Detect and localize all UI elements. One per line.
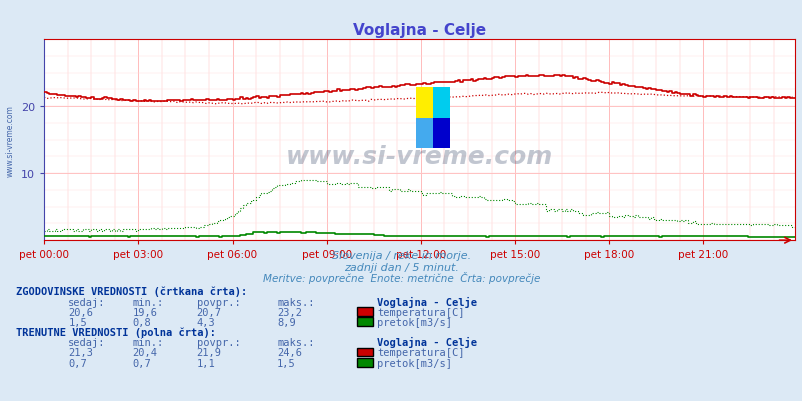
Text: ZGODOVINSKE VREDNOSTI (črtkana črta):: ZGODOVINSKE VREDNOSTI (črtkana črta): — [16, 286, 247, 297]
Text: www.si-vreme.com: www.si-vreme.com — [6, 105, 14, 176]
Text: min.:: min.: — [132, 337, 164, 347]
Text: min.:: min.: — [132, 297, 164, 307]
Text: 8,9: 8,9 — [277, 317, 295, 327]
Text: 0,7: 0,7 — [68, 358, 87, 368]
Text: Slovenija / reke in morje.: Slovenija / reke in morje. — [331, 251, 471, 261]
Text: 1,1: 1,1 — [196, 358, 215, 368]
Text: 23,2: 23,2 — [277, 307, 302, 317]
Text: temperatura[C]: temperatura[C] — [377, 347, 464, 357]
Text: 21,9: 21,9 — [196, 347, 221, 357]
Text: temperatura[C]: temperatura[C] — [377, 307, 464, 317]
Text: www.si-vreme.com: www.si-vreme.com — [286, 144, 553, 168]
Text: 20,6: 20,6 — [68, 307, 93, 317]
Text: 20,7: 20,7 — [196, 307, 221, 317]
Text: povpr.:: povpr.: — [196, 297, 240, 307]
Title: Voglajna - Celje: Voglajna - Celje — [353, 22, 485, 38]
Text: zadnji dan / 5 minut.: zadnji dan / 5 minut. — [343, 262, 459, 272]
Text: 21,3: 21,3 — [68, 347, 93, 357]
Text: 0,7: 0,7 — [132, 358, 151, 368]
Text: 1,5: 1,5 — [68, 317, 87, 327]
Text: sedaj:: sedaj: — [68, 297, 106, 307]
Text: Voglajna - Celje: Voglajna - Celje — [377, 296, 477, 307]
Text: 19,6: 19,6 — [132, 307, 157, 317]
Text: 20,4: 20,4 — [132, 347, 157, 357]
Text: sedaj:: sedaj: — [68, 337, 106, 347]
Text: pretok[m3/s]: pretok[m3/s] — [377, 317, 452, 327]
Text: 4,3: 4,3 — [196, 317, 215, 327]
Text: maks.:: maks.: — [277, 297, 314, 307]
Text: maks.:: maks.: — [277, 337, 314, 347]
Text: Meritve: povprečne  Enote: metrične  Črta: povprečje: Meritve: povprečne Enote: metrične Črta:… — [262, 271, 540, 283]
Text: Voglajna - Celje: Voglajna - Celje — [377, 336, 477, 347]
Text: 0,8: 0,8 — [132, 317, 151, 327]
Text: povpr.:: povpr.: — [196, 337, 240, 347]
Text: TRENUTNE VREDNOSTI (polna črta):: TRENUTNE VREDNOSTI (polna črta): — [16, 326, 216, 337]
Text: pretok[m3/s]: pretok[m3/s] — [377, 358, 452, 368]
Text: 24,6: 24,6 — [277, 347, 302, 357]
Text: 1,5: 1,5 — [277, 358, 295, 368]
